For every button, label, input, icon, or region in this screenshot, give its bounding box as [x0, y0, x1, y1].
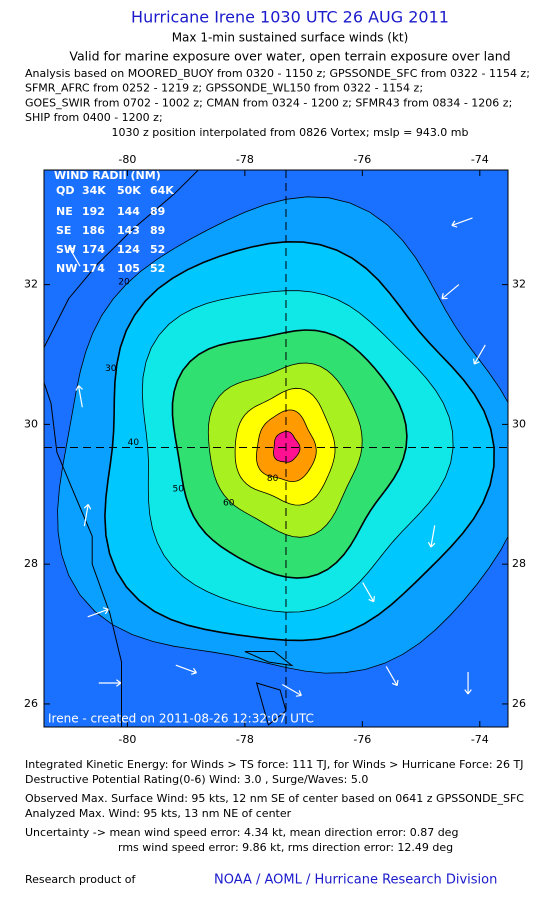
wind-radii-cell: SE	[56, 224, 71, 237]
wind-arrow	[98, 679, 122, 687]
wind-arrow	[282, 683, 302, 697]
wind-radii-cell: 144	[117, 205, 140, 218]
contour-fill	[273, 431, 301, 463]
contour-label: 20	[118, 277, 130, 287]
footer-line: Analyzed Max. Wind: 95 kts, 13 nm NE of …	[25, 807, 292, 820]
wind-arrow	[175, 664, 197, 675]
wind-arrow	[385, 666, 399, 687]
y-tick-label: 28	[512, 557, 526, 570]
wind-radii-cell: NE	[56, 205, 73, 218]
x-tick-label: -80	[118, 153, 136, 166]
wind-radii-header: 64K	[150, 184, 174, 197]
wind-radii-cell: 52	[150, 243, 165, 256]
organization: NOAA / AOML / Hurricane Research Divisio…	[214, 873, 497, 888]
analysis-line: SFMR_AFRC from 0252 - 1219 z; GPSSONDE_W…	[25, 82, 423, 95]
footer-line: Destructive Potential Rating(0-6) Wind: …	[25, 773, 368, 786]
x-tick-label: -74	[471, 733, 489, 746]
wind-radii-cell: 89	[150, 224, 165, 237]
validity: Valid for marine exposure over water, op…	[69, 49, 510, 64]
wind-arrow	[67, 246, 81, 267]
y-tick-label: 30	[512, 417, 526, 430]
wind-radii-cell: SW	[56, 243, 76, 256]
wind-arrow	[464, 671, 472, 695]
wind-radii-cell: 186	[82, 224, 105, 237]
wind-arrow	[362, 582, 376, 603]
contour-label: 60	[223, 498, 235, 508]
y-tick-label: 26	[24, 697, 38, 710]
y-tick-label: 26	[512, 697, 526, 710]
map: 20 30 40 50 60 80	[44, 170, 508, 727]
wind-arrow	[451, 217, 473, 228]
title: Hurricane Irene 1030 UTC 26 AUG 2011	[131, 8, 449, 27]
position-note: 1030 z position interpolated from 0826 V…	[111, 126, 468, 139]
wind-arrow	[441, 284, 460, 300]
coastline	[44, 382, 122, 727]
contour-label: 30	[105, 364, 117, 374]
wind-radii-cell: 143	[117, 224, 140, 237]
footer-line: Observed Max. Surface Wind: 95 kts, 12 n…	[25, 792, 524, 805]
y-tick-label: 32	[24, 278, 38, 291]
y-tick-label: 28	[24, 557, 38, 570]
footer-line: Uncertainty -> mean wind speed error: 4.…	[25, 826, 458, 839]
y-tick-label: 30	[24, 417, 38, 430]
x-tick-label: -78	[236, 733, 254, 746]
wind-radii-header: 50K	[117, 184, 141, 197]
wind-arrow	[75, 385, 83, 408]
wind-radii-title: WIND RADII (NM)	[54, 169, 161, 182]
wind-radii-header: 34K	[82, 184, 106, 197]
x-tick-label: -80	[118, 733, 136, 746]
wind-radii-cell: 174	[82, 243, 105, 256]
analysis-line: GOES_SWIR from 0702 - 1002 z; CMAN from …	[25, 96, 512, 109]
wind-radii-header: QD	[56, 184, 74, 197]
x-tick-label: -74	[471, 153, 489, 166]
contour-label: 80	[267, 474, 279, 484]
wind-radii-cell: 89	[150, 205, 165, 218]
x-tick-label: -78	[236, 153, 254, 166]
analysis-line: Analysis based on MOORED_BUOY from 0320 …	[25, 67, 530, 80]
y-tick-label: 32	[512, 278, 526, 291]
footer-line: rms wind speed error: 9.86 kt, rms direc…	[118, 841, 453, 854]
island	[244, 651, 294, 667]
wind-arrow	[87, 607, 109, 618]
coastline	[44, 170, 200, 348]
x-tick-label: -76	[353, 153, 371, 166]
wind-radii-cell: NW	[56, 262, 77, 275]
x-tick-label: -76	[353, 733, 371, 746]
wind-arrow	[83, 503, 92, 527]
wind-arrow	[473, 344, 486, 365]
map-frame	[43, 169, 509, 728]
wind-radii-cell: 105	[117, 262, 140, 275]
wind-radii-cell: 174	[82, 262, 105, 275]
wind-arrow	[427, 525, 436, 548]
contour-label: 50	[172, 484, 184, 494]
contour-label: 40	[128, 438, 140, 448]
wind-radii-cell: 52	[150, 262, 165, 275]
research-label: Research product of	[25, 873, 136, 886]
wind-radii-cell: 192	[82, 205, 105, 218]
analysis-line: SHIP from 0400 - 1200 z;	[25, 111, 163, 124]
footer-line: Integrated Kinetic Energy: for Winds > T…	[25, 758, 524, 771]
wind-radii-cell: 124	[117, 243, 140, 256]
subtitle: Max 1-min sustained surface winds (kt)	[172, 31, 409, 45]
credit: Irene - created on 2011-08-26 12:32:07 U…	[48, 712, 314, 726]
